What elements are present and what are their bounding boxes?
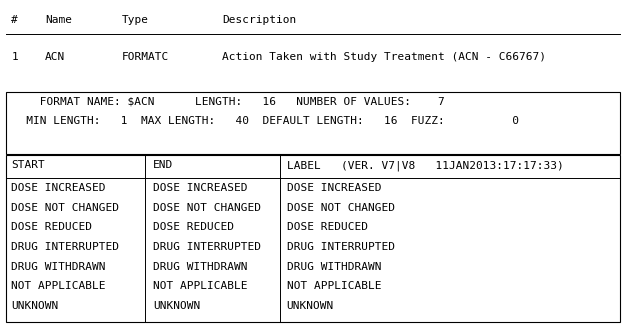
Text: #: #: [11, 15, 18, 25]
Text: Type: Type: [122, 15, 149, 25]
Text: NOT APPLICABLE: NOT APPLICABLE: [11, 281, 106, 291]
Text: START: START: [11, 160, 45, 170]
Text: 1: 1: [11, 52, 18, 62]
Text: NOT APPLICABLE: NOT APPLICABLE: [153, 281, 248, 291]
Text: DOSE NOT CHANGED: DOSE NOT CHANGED: [153, 203, 262, 213]
Text: DRUG INTERRUPTED: DRUG INTERRUPTED: [11, 242, 120, 252]
Text: LABEL   (VER. V7|V8   11JAN2013:17:17:33): LABEL (VER. V7|V8 11JAN2013:17:17:33): [287, 160, 563, 171]
Text: Action Taken with Study Treatment (ACN - C66767): Action Taken with Study Treatment (ACN -…: [222, 52, 546, 62]
Text: UNKNOWN: UNKNOWN: [287, 301, 334, 311]
Text: Description: Description: [222, 15, 297, 25]
Text: DOSE REDUCED: DOSE REDUCED: [287, 222, 367, 232]
Text: DOSE NOT CHANGED: DOSE NOT CHANGED: [287, 203, 395, 213]
Text: UNKNOWN: UNKNOWN: [11, 301, 58, 311]
FancyBboxPatch shape: [6, 155, 620, 322]
Text: MIN LENGTH:   1  MAX LENGTH:   40  DEFAULT LENGTH:   16  FUZZ:          0: MIN LENGTH: 1 MAX LENGTH: 40 DEFAULT LEN…: [6, 116, 519, 126]
Text: Name: Name: [45, 15, 72, 25]
Text: DRUG WITHDRAWN: DRUG WITHDRAWN: [153, 262, 248, 272]
Text: FORMATC: FORMATC: [122, 52, 169, 62]
Text: DRUG WITHDRAWN: DRUG WITHDRAWN: [287, 262, 381, 272]
Text: FORMAT NAME: $ACN      LENGTH:   16   NUMBER OF VALUES:    7: FORMAT NAME: $ACN LENGTH: 16 NUMBER OF V…: [6, 96, 445, 107]
Text: DRUG INTERRUPTED: DRUG INTERRUPTED: [287, 242, 395, 252]
Text: UNKNOWN: UNKNOWN: [153, 301, 200, 311]
Text: DOSE INCREASED: DOSE INCREASED: [287, 183, 381, 193]
Text: DOSE INCREASED: DOSE INCREASED: [153, 183, 248, 193]
FancyBboxPatch shape: [6, 92, 620, 154]
Text: END: END: [153, 160, 173, 170]
Text: DOSE NOT CHANGED: DOSE NOT CHANGED: [11, 203, 120, 213]
Text: DOSE REDUCED: DOSE REDUCED: [153, 222, 234, 232]
Text: DRUG INTERRUPTED: DRUG INTERRUPTED: [153, 242, 262, 252]
Text: DOSE REDUCED: DOSE REDUCED: [11, 222, 92, 232]
Text: DRUG WITHDRAWN: DRUG WITHDRAWN: [11, 262, 106, 272]
Text: ACN: ACN: [45, 52, 65, 62]
Text: NOT APPLICABLE: NOT APPLICABLE: [287, 281, 381, 291]
Text: DOSE INCREASED: DOSE INCREASED: [11, 183, 106, 193]
